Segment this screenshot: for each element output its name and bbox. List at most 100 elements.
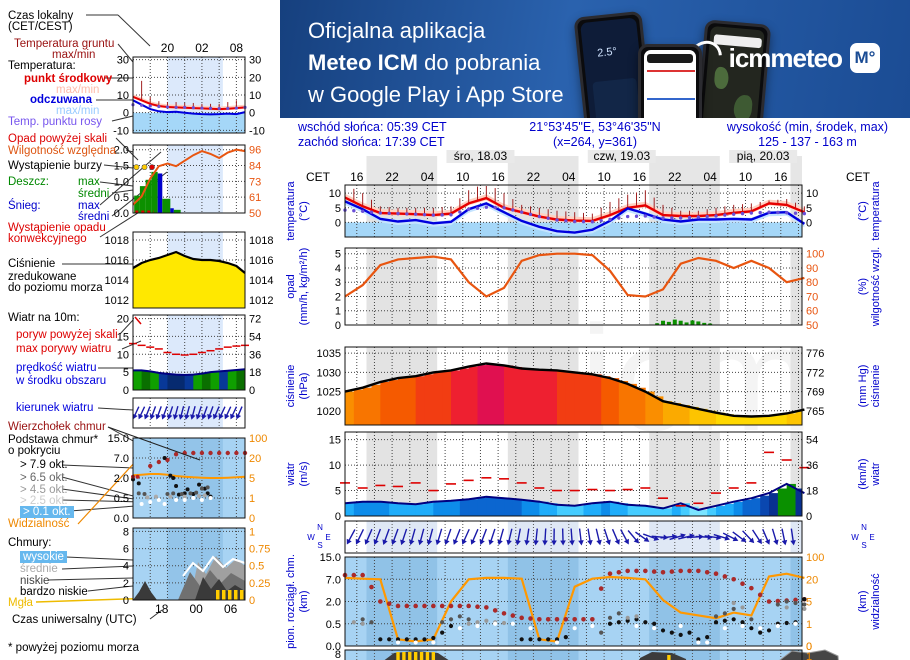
svg-text:2: 2 — [123, 578, 129, 590]
legend-item-24: Wiatr na 10m: — [8, 312, 80, 324]
svg-text:1018: 1018 — [105, 235, 129, 247]
svg-text:N: N — [317, 523, 323, 532]
svg-text:CET: CET — [846, 170, 871, 184]
svg-text:0: 0 — [335, 511, 341, 523]
legend-item-23: do poziomu morza — [8, 282, 103, 294]
svg-text:1030: 1030 — [317, 367, 341, 379]
legend-item-35: > 4.5 okt. — [20, 484, 68, 496]
legend-item-32: o pokryciu — [8, 445, 61, 457]
legend-item-1: (CET/CEST) — [8, 21, 73, 33]
legend-item-22: zredukowane — [8, 271, 77, 283]
legend-item-7: odczuwana — [30, 94, 92, 106]
svg-text:wiatr: wiatr — [285, 462, 297, 487]
svg-text:4: 4 — [335, 263, 341, 275]
svg-text:1: 1 — [249, 493, 255, 505]
svg-text:30: 30 — [117, 55, 129, 67]
svg-text:1014: 1014 — [105, 275, 129, 287]
svg-text:20: 20 — [806, 574, 818, 586]
legend-item-25: poryw powyżej skali — [16, 329, 118, 341]
sunset-time: zachód słońca: 17:39 CET — [298, 135, 445, 149]
legend-item-46: * powyżej poziomu morza — [8, 642, 140, 654]
legend-item-4: Temperatura: — [8, 60, 76, 72]
sunrise-time: wschód słońca: 05:39 CET — [298, 120, 447, 134]
svg-text:2: 2 — [335, 291, 341, 303]
svg-text:10: 10 — [249, 90, 261, 102]
svg-text:widzialność: widzialność — [870, 573, 882, 631]
svg-text:6: 6 — [123, 544, 129, 556]
svg-text:20: 20 — [117, 72, 129, 84]
svg-text:0: 0 — [806, 511, 812, 523]
svg-text:16: 16 — [774, 170, 788, 184]
legend-item-30: Wierzchołek chmur — [8, 421, 106, 433]
logo-m-badge: M° — [850, 43, 880, 73]
legend-item-15: średni — [78, 188, 110, 200]
svg-text:2.0: 2.0 — [326, 597, 341, 609]
svg-text:10: 10 — [117, 349, 129, 361]
svg-text:(°C): (°C) — [857, 201, 869, 221]
svg-text:08: 08 — [230, 41, 244, 55]
svg-text:0.0: 0.0 — [114, 208, 129, 220]
legend-item-19: Wystąpienie opadu — [8, 222, 106, 234]
svg-text:2.0: 2.0 — [114, 145, 129, 157]
svg-text:20: 20 — [249, 453, 261, 465]
legend-item-11: Wilgotność względna — [8, 145, 117, 157]
svg-text:5: 5 — [123, 367, 129, 379]
svg-text:0: 0 — [806, 641, 812, 653]
legend-item-36: > 2.5 okt. — [20, 495, 68, 507]
svg-text:10: 10 — [456, 170, 470, 184]
clouds-panel: 15.0 100 7.0 20 2.0 5 0.5 1 0.0 0 pion. rozciągł. … — [285, 552, 882, 653]
legend-item-8: max/min — [56, 105, 100, 117]
svg-text:1012: 1012 — [249, 295, 273, 307]
svg-text:1: 1 — [335, 306, 341, 318]
svg-text:(mm/h, kg/m²/h): (mm/h, kg/m²/h) — [298, 248, 310, 326]
altitude-label: wysokość (min, środek, max) — [726, 120, 889, 134]
logo-wordmark: icmmeteo — [728, 42, 843, 73]
svg-text:1016: 1016 — [105, 255, 129, 267]
svg-text:0: 0 — [249, 108, 255, 120]
legend-labels: Czas lokalny (CET/CEST) Temperatura gruntu… — [0, 0, 280, 660]
svg-text:temperatura: temperatura — [870, 180, 882, 240]
svg-text:15: 15 — [329, 435, 341, 447]
svg-text:15: 15 — [117, 331, 129, 343]
mini-temperature-chart: -10 -10 0 0 10 10 20 20 30 30 — [113, 55, 265, 138]
svg-text:1.0: 1.0 — [114, 176, 129, 188]
legend-item-45: Czas uniwersalny (UTC) — [12, 614, 137, 626]
legend-item-3: max/min — [52, 49, 96, 61]
svg-text:(m/s): (m/s) — [298, 461, 310, 486]
legend-item-12: Wystąpienie burzy — [8, 160, 102, 172]
legend-item-26: max porywy wiatru — [16, 343, 112, 355]
svg-text:100: 100 — [806, 249, 824, 261]
svg-text:0.75: 0.75 — [249, 544, 270, 556]
legend-item-6: max/min — [56, 84, 100, 96]
legend-item-43: bardzo niskie — [20, 586, 88, 598]
svg-text:0: 0 — [249, 595, 255, 607]
legend-item-14: max — [78, 176, 100, 188]
svg-text:pion. rozciągł. chm.: pion. rozciągł. chm. — [285, 554, 297, 649]
svg-text:18: 18 — [155, 602, 169, 616]
svg-text:1: 1 — [806, 651, 812, 660]
svg-text:(hPa): (hPa) — [298, 373, 310, 400]
app-banner[interactable]: Oficjalna aplikacja Meteo ICM do pobrani… — [280, 0, 910, 118]
svg-text:2.0: 2.0 — [114, 473, 129, 485]
svg-text:1.5: 1.5 — [114, 161, 129, 173]
svg-text:1014: 1014 — [249, 275, 273, 287]
svg-text:20: 20 — [117, 314, 129, 326]
svg-text:18: 18 — [806, 486, 818, 498]
legend-item-21: Ciśnienie — [8, 258, 56, 270]
phone-mockup-front — [638, 44, 702, 118]
svg-text:60: 60 — [806, 306, 818, 318]
svg-text:temperatura: temperatura — [285, 180, 297, 240]
svg-text:22: 22 — [385, 170, 399, 184]
legend-item-42: niskie — [20, 575, 50, 587]
svg-text:1020: 1020 — [317, 406, 341, 418]
legend-item-40: wysokie — [20, 551, 67, 563]
banner-line3: w Google Play i App Store — [308, 82, 564, 107]
svg-text:10: 10 — [739, 170, 753, 184]
svg-text:18: 18 — [249, 367, 261, 379]
svg-text:(km): (km) — [857, 591, 869, 613]
svg-text:80: 80 — [806, 277, 818, 289]
svg-text:0: 0 — [335, 217, 341, 229]
svg-text:10: 10 — [806, 188, 818, 200]
